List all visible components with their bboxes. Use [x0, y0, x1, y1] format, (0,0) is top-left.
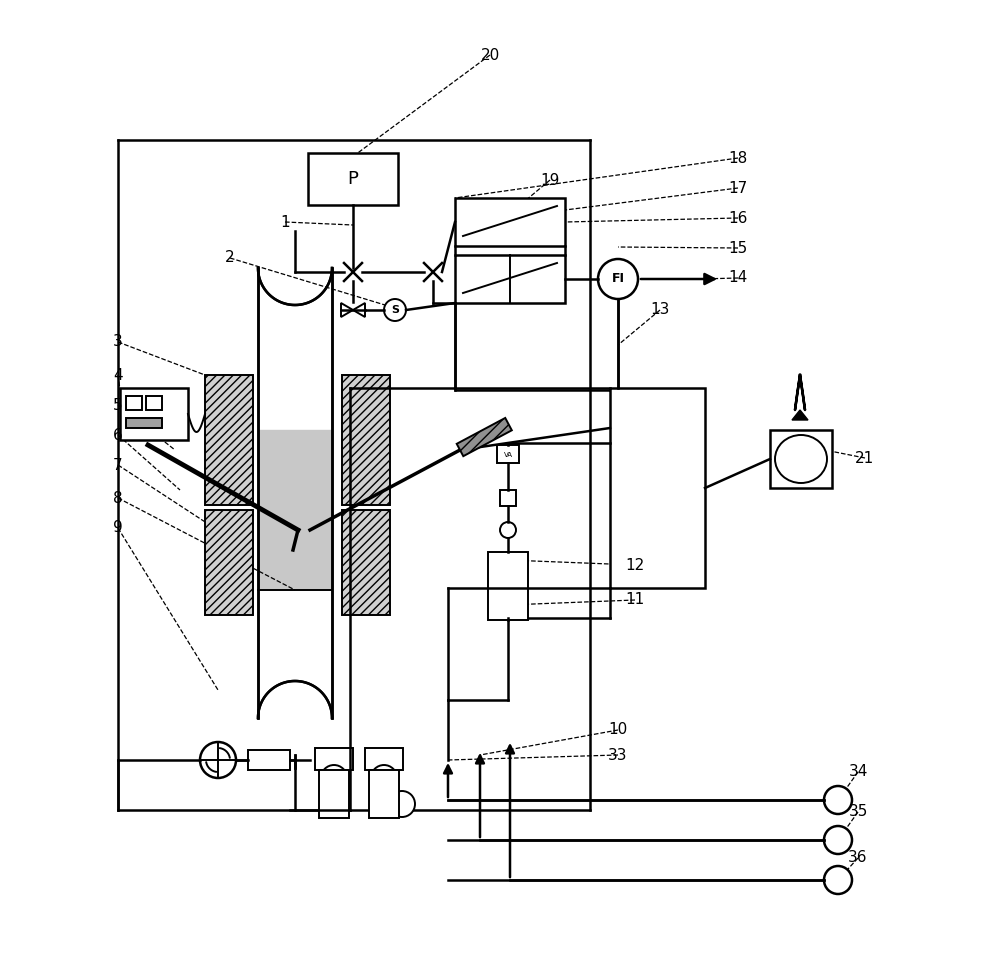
Bar — [455, 255, 565, 303]
Text: 36: 36 — [848, 851, 868, 865]
Text: 14: 14 — [728, 270, 748, 285]
Bar — [120, 388, 188, 440]
Circle shape — [321, 765, 347, 791]
Text: 18: 18 — [728, 150, 748, 166]
Text: 7: 7 — [113, 458, 123, 472]
Text: 3: 3 — [113, 334, 123, 350]
Circle shape — [389, 791, 415, 817]
Bar — [610, 388, 705, 588]
Circle shape — [371, 765, 397, 791]
Circle shape — [500, 522, 516, 538]
Circle shape — [824, 786, 852, 814]
Text: 19: 19 — [540, 172, 560, 188]
Bar — [488, 552, 528, 620]
Circle shape — [321, 791, 347, 817]
Text: 6: 6 — [113, 427, 123, 443]
Circle shape — [824, 866, 852, 894]
Bar — [126, 418, 162, 428]
Bar — [248, 750, 290, 770]
Bar — [455, 198, 565, 246]
Bar — [342, 375, 390, 505]
Text: 33: 33 — [608, 747, 628, 763]
Bar — [319, 770, 349, 818]
Text: S: S — [391, 305, 399, 315]
Bar — [342, 510, 390, 615]
Text: 1: 1 — [280, 215, 290, 230]
Text: 4: 4 — [113, 368, 123, 382]
Bar — [315, 748, 353, 770]
Text: VA: VA — [504, 452, 512, 458]
Ellipse shape — [775, 435, 827, 483]
Text: FI: FI — [612, 272, 624, 285]
Text: 8: 8 — [113, 490, 123, 506]
Circle shape — [598, 259, 638, 299]
Text: 17: 17 — [728, 180, 748, 195]
Circle shape — [824, 826, 852, 854]
Bar — [365, 748, 403, 770]
Polygon shape — [457, 418, 512, 456]
Text: 20: 20 — [480, 48, 500, 62]
Text: 13: 13 — [650, 303, 670, 317]
Text: 5: 5 — [113, 398, 123, 413]
Circle shape — [492, 554, 524, 586]
Circle shape — [200, 742, 236, 778]
Bar — [369, 770, 399, 818]
Text: 34: 34 — [848, 764, 868, 780]
Bar — [770, 430, 832, 488]
Bar — [308, 153, 398, 205]
Circle shape — [384, 299, 406, 321]
Text: 35: 35 — [848, 805, 868, 819]
Text: 10: 10 — [608, 722, 628, 738]
Text: 15: 15 — [728, 240, 748, 256]
Bar — [500, 490, 516, 506]
Bar — [205, 510, 253, 615]
Text: 11: 11 — [625, 592, 645, 607]
Text: 16: 16 — [728, 211, 748, 225]
Text: 21: 21 — [855, 450, 875, 466]
Bar — [497, 445, 519, 463]
Text: 12: 12 — [625, 558, 645, 573]
Text: 9: 9 — [113, 520, 123, 536]
Text: P: P — [348, 170, 358, 188]
Bar — [205, 375, 253, 505]
Polygon shape — [792, 410, 808, 420]
Polygon shape — [353, 303, 365, 317]
Circle shape — [492, 586, 524, 618]
Bar — [146, 396, 162, 410]
Polygon shape — [341, 303, 353, 317]
Text: 2: 2 — [225, 250, 235, 265]
Bar — [126, 396, 142, 410]
